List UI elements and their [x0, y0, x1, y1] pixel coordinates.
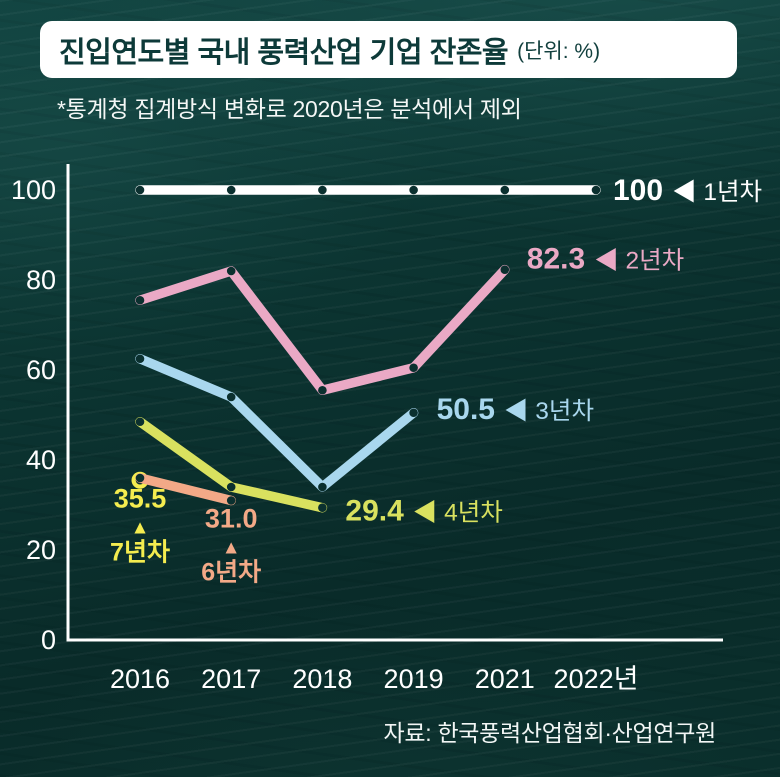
- data-point-marker: [409, 185, 418, 195]
- y-tick-label: 40: [26, 445, 56, 475]
- data-point-marker: [318, 482, 327, 492]
- data-point-marker: [135, 295, 145, 305]
- data-point-marker: [135, 354, 145, 364]
- series-value-label-7년차: 35.5: [114, 483, 167, 513]
- x-tick-label: 2019: [384, 664, 444, 694]
- pointer-triangle-icon: ▲: [131, 517, 150, 538]
- series-line-3년차: [135, 354, 419, 492]
- data-point-marker: [226, 266, 236, 276]
- series-label-4년차: 29.4 ◀ 4년차: [345, 495, 502, 528]
- x-tick-label: 2017: [201, 664, 261, 694]
- data-point-marker: [135, 473, 145, 483]
- x-tick-label: 2018: [292, 664, 352, 694]
- series-line-6년차: [135, 473, 236, 506]
- data-point-marker: [409, 363, 418, 373]
- series-value-label-6년차: 31.0: [205, 504, 258, 534]
- data-point-marker: [226, 392, 236, 402]
- source-credit: 자료: 한국풍력산업협회·산업연구원: [383, 720, 717, 746]
- y-tick-label: 60: [26, 355, 56, 385]
- x-tick-label: 2021: [475, 664, 535, 694]
- series-line-2년차: [135, 264, 510, 395]
- x-tick-label: 2016: [110, 664, 170, 694]
- data-point-marker: [500, 265, 510, 274]
- series-name-label-7년차: 7년차: [110, 538, 170, 566]
- footnote: *통계청 집계방식 변화로 2020년은 분석에서 제외: [57, 96, 522, 122]
- data-point-marker: [226, 496, 236, 505]
- series-label-2년차: 82.3 ◀ 2년차: [527, 243, 684, 276]
- page-title: 진입연도별 국내 풍력산업 기업 잔존율: [59, 36, 509, 69]
- data-point-marker: [591, 185, 601, 195]
- series-label-3년차: 50.5 ◀ 3년차: [437, 393, 594, 426]
- data-point-marker: [318, 385, 327, 395]
- title-box: 진입연도별 국내 풍력산업 기업 잔존율 (단위: %): [40, 21, 737, 78]
- y-tick-label: 80: [26, 265, 56, 295]
- y-tick-label: 100: [11, 175, 56, 205]
- data-point-marker: [226, 482, 236, 492]
- series-label-1년차: 100 ◀ 1년차: [613, 174, 762, 207]
- data-point-marker: [226, 185, 236, 195]
- series-name-label-6년차: 6년차: [201, 559, 261, 587]
- y-tick-label: 20: [26, 535, 56, 565]
- data-point-marker: [500, 185, 510, 195]
- data-point-marker: [409, 408, 418, 418]
- data-point-marker: [135, 417, 145, 427]
- x-tick-label: 2022년: [554, 664, 639, 694]
- data-point-marker: [318, 503, 327, 512]
- data-point-marker: [135, 185, 145, 195]
- pointer-triangle-icon: ▲: [222, 538, 241, 559]
- unit-label: (단위: %): [517, 39, 601, 63]
- y-tick-label: 0: [41, 625, 56, 655]
- data-point-marker: [318, 185, 327, 195]
